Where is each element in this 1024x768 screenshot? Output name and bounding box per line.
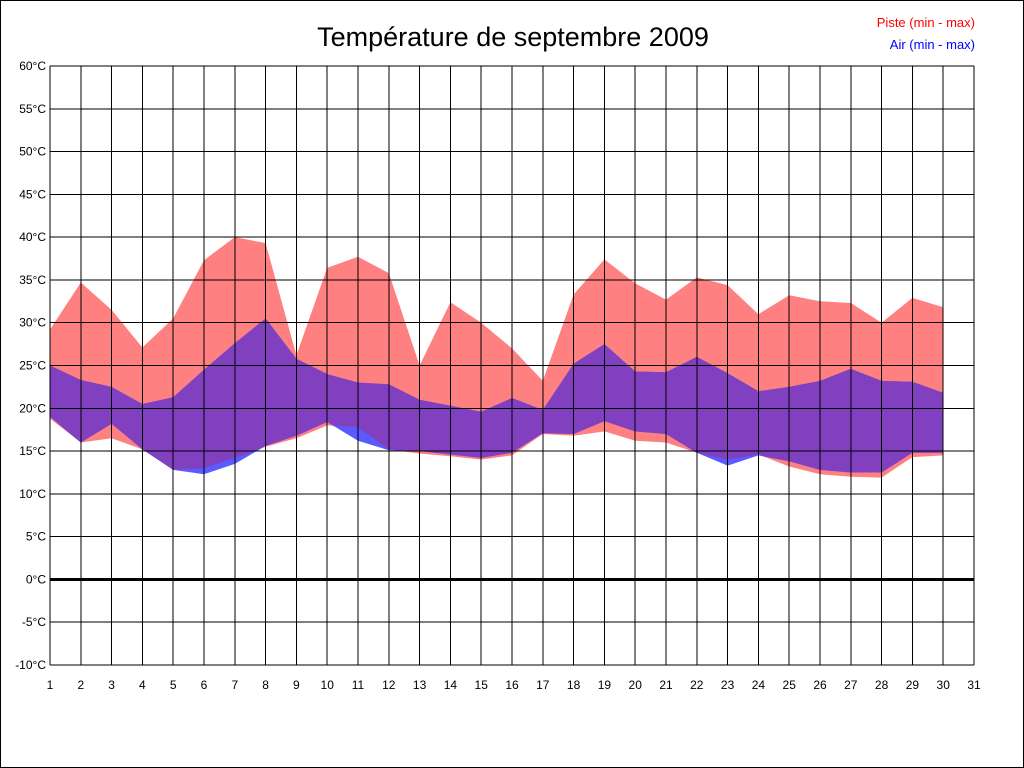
x-tick-label: 25 bbox=[783, 678, 797, 692]
x-tick-label: 4 bbox=[139, 678, 146, 692]
x-tick-label: 1 bbox=[47, 678, 54, 692]
x-tick-label: 9 bbox=[293, 678, 300, 692]
y-tick-label: 10°C bbox=[19, 487, 46, 501]
x-tick-label: 5 bbox=[170, 678, 177, 692]
x-tick-label: 15 bbox=[475, 678, 489, 692]
x-tick-label: 18 bbox=[567, 678, 581, 692]
y-tick-label: 25°C bbox=[19, 359, 46, 373]
x-tick-label: 12 bbox=[382, 678, 396, 692]
x-tick-label: 31 bbox=[967, 678, 981, 692]
y-tick-label: 45°C bbox=[19, 187, 46, 201]
grid-layer bbox=[49, 65, 975, 666]
x-tick-label: 29 bbox=[906, 678, 920, 692]
y-tick-label: 30°C bbox=[19, 316, 46, 330]
legend-entry-air: Air (min - max) bbox=[890, 37, 975, 52]
x-tick-label: 21 bbox=[659, 678, 673, 692]
x-tick-label: 11 bbox=[352, 678, 365, 692]
y-tick-label: 50°C bbox=[19, 145, 46, 159]
x-tick-label: 13 bbox=[413, 678, 427, 692]
x-tick-label: 28 bbox=[875, 678, 889, 692]
x-tick-label: 22 bbox=[690, 678, 704, 692]
x-tick-label: 2 bbox=[77, 678, 84, 692]
x-tick-label: 8 bbox=[262, 678, 269, 692]
chart-title: Température de septembre 2009 bbox=[317, 22, 709, 52]
area-layer bbox=[50, 237, 944, 478]
x-tick-label: 10 bbox=[321, 678, 335, 692]
x-tick-label: 20 bbox=[629, 678, 643, 692]
y-tick-label: 15°C bbox=[19, 444, 46, 458]
x-tick-label: 3 bbox=[108, 678, 115, 692]
x-tick-label: 27 bbox=[844, 678, 858, 692]
x-tick-label: 19 bbox=[598, 678, 612, 692]
y-axis-ticks: -10°C -5°C 0°C 5°C 10°C 15°C 20°C 25°C 30°C 35°C 4… bbox=[15, 59, 46, 672]
x-tick-label: 24 bbox=[752, 678, 766, 692]
y-tick-label: 35°C bbox=[19, 273, 46, 287]
x-tick-label: 6 bbox=[201, 678, 208, 692]
y-tick-label: -10°C bbox=[15, 658, 46, 672]
y-tick-label: 40°C bbox=[19, 230, 46, 244]
legend-entry-piste: Piste (min - max) bbox=[877, 15, 975, 30]
x-tick-label: 23 bbox=[721, 678, 735, 692]
y-tick-label: 5°C bbox=[26, 530, 46, 544]
x-tick-label: 7 bbox=[231, 678, 238, 692]
x-axis-ticks: 1 2 3 4 5 6 7 8 9 10 11 12 13 14 15 16 17 18 19 20 21 22 23 24 2… bbox=[47, 678, 981, 692]
y-tick-label: 20°C bbox=[19, 401, 46, 415]
x-tick-label: 17 bbox=[536, 678, 550, 692]
y-tick-label: 55°C bbox=[19, 102, 46, 116]
x-tick-label: 14 bbox=[444, 678, 458, 692]
x-tick-label: 26 bbox=[813, 678, 827, 692]
y-tick-label: -5°C bbox=[22, 615, 46, 629]
y-tick-label: 60°C bbox=[19, 59, 46, 73]
x-tick-label: 16 bbox=[505, 678, 519, 692]
y-tick-label: 0°C bbox=[26, 572, 46, 586]
x-tick-label: 30 bbox=[937, 678, 951, 692]
